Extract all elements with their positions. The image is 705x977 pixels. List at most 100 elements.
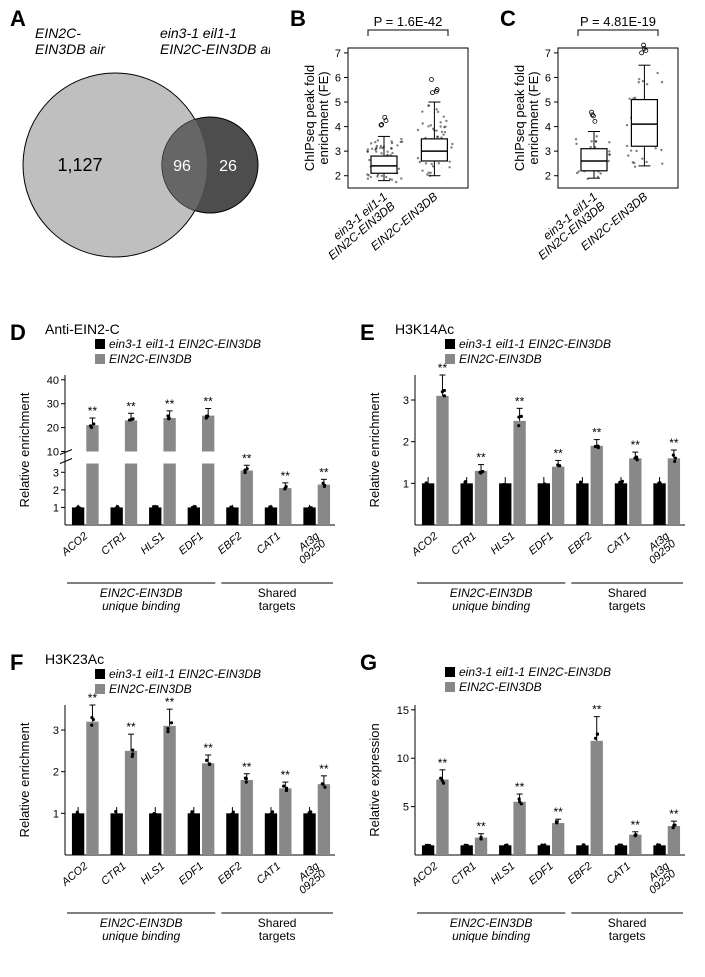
svg-text:**: **	[281, 469, 291, 483]
svg-text:EIN2C-EIN3DB: EIN2C-EIN3DB	[459, 352, 542, 366]
svg-text:EIN2C-EIN3DBunique binding: EIN2C-EIN3DBunique binding	[100, 916, 183, 943]
svg-text:P = 1.6E-42: P = 1.6E-42	[374, 14, 443, 29]
svg-text:HLS1: HLS1	[139, 860, 168, 887]
svg-text:Sharedtargets: Sharedtargets	[258, 586, 297, 613]
svg-text:At3g09250: At3g09250	[290, 860, 328, 897]
svg-text:**: **	[669, 436, 679, 450]
svg-text:EIN2C-EIN3DB: EIN2C-EIN3DB	[109, 682, 192, 696]
svg-text:7: 7	[545, 48, 551, 60]
svg-text:**: **	[126, 399, 136, 413]
svg-text:2: 2	[545, 171, 551, 183]
svg-text:EBF2: EBF2	[216, 530, 245, 557]
barchart-d: Anti-EIN2-Cein3-1 eil1-1 EIN2C-EIN3DBEIN…	[10, 320, 350, 640]
svg-text:CTR1: CTR1	[449, 860, 479, 888]
svg-text:Relative expression: Relative expression	[367, 723, 382, 836]
svg-text:EIN2C-EIN3DB: EIN2C-EIN3DB	[109, 352, 192, 366]
svg-text:EBF2: EBF2	[216, 860, 245, 887]
svg-text:1,127: 1,127	[57, 155, 102, 175]
svg-text:**: **	[669, 807, 679, 821]
svg-text:**: **	[242, 451, 252, 465]
svg-text:3: 3	[335, 146, 341, 158]
svg-text:**: **	[592, 703, 602, 717]
barchart-e: H3K14Acein3-1 eil1-1 EIN2C-EIN3DBEIN2C-E…	[360, 320, 700, 640]
svg-text:EIN2C-EIN3DB air: EIN2C-EIN3DB air	[35, 25, 106, 57]
svg-text:EBF2: EBF2	[566, 530, 595, 557]
svg-text:1: 1	[53, 502, 59, 514]
svg-text:2: 2	[403, 437, 409, 449]
svg-text:10: 10	[47, 447, 59, 459]
svg-text:Sharedtargets: Sharedtargets	[608, 586, 647, 613]
svg-text:H3K23Ac: H3K23Ac	[45, 651, 104, 667]
svg-text:H3K14Ac: H3K14Ac	[395, 321, 454, 337]
svg-text:At3g09250: At3g09250	[290, 530, 328, 567]
svg-text:**: **	[631, 818, 641, 832]
svg-text:**: **	[438, 361, 448, 375]
svg-text:**: **	[515, 780, 525, 794]
svg-text:At3g09250: At3g09250	[640, 530, 678, 567]
svg-text:**: **	[203, 741, 213, 755]
svg-text:Relative enrichment: Relative enrichment	[17, 722, 32, 837]
svg-text:ACO2: ACO2	[59, 860, 90, 889]
svg-text:HLS1: HLS1	[489, 860, 518, 887]
svg-text:**: **	[165, 695, 175, 709]
svg-text:Sharedtargets: Sharedtargets	[258, 916, 297, 943]
svg-text:ACO2: ACO2	[409, 530, 440, 559]
svg-text:CTR1: CTR1	[99, 530, 129, 558]
svg-text:**: **	[319, 762, 329, 776]
svg-text:EIN2C-EIN3DBunique binding: EIN2C-EIN3DBunique binding	[100, 586, 183, 613]
svg-text:ein3-1 eil1-1 EIN2C-EIN3DB: ein3-1 eil1-1 EIN2C-EIN3DB	[459, 665, 611, 679]
svg-text:5: 5	[545, 97, 551, 109]
svg-text:**: **	[631, 438, 641, 452]
svg-text:EBF2: EBF2	[566, 860, 595, 887]
svg-text:5: 5	[403, 802, 409, 814]
boxplot-c: P = 4.81E-19234567ChIPseq peak foldenric…	[500, 10, 700, 310]
svg-text:10: 10	[397, 753, 409, 765]
svg-text:1: 1	[53, 808, 59, 820]
svg-text:**: **	[242, 760, 252, 774]
barchart-f: H3K23Acein3-1 eil1-1 EIN2C-EIN3DBEIN2C-E…	[10, 650, 350, 970]
svg-text:3: 3	[53, 725, 59, 737]
svg-text:CAT1: CAT1	[254, 530, 283, 557]
svg-text:ACO2: ACO2	[59, 530, 90, 559]
svg-text:30: 30	[47, 399, 59, 411]
figure-root: A EIN2C-EIN3DB airein3-1 eil1-1EIN2C-EIN…	[0, 0, 705, 977]
svg-text:**: **	[515, 394, 525, 408]
svg-text:CAT1: CAT1	[254, 860, 283, 887]
svg-text:40: 40	[47, 375, 59, 387]
svg-text:ChIPseq peak foldenrichment (F: ChIPseq peak foldenrichment (FE)	[302, 65, 331, 171]
svg-text:CTR1: CTR1	[99, 860, 129, 888]
svg-text:ein3-1 eil1-1 EIN2C-EIN3DB: ein3-1 eil1-1 EIN2C-EIN3DB	[109, 667, 261, 681]
svg-text:**: **	[88, 404, 98, 418]
barchart-g: ein3-1 eil1-1 EIN2C-EIN3DBEIN2C-EIN3DB 5 1…	[360, 650, 700, 970]
svg-text:EIN2C-EIN3DBunique binding: EIN2C-EIN3DBunique binding	[450, 586, 533, 613]
svg-text:6: 6	[335, 72, 341, 84]
svg-text:3: 3	[403, 395, 409, 407]
svg-text:Anti-EIN2-C: Anti-EIN2-C	[45, 321, 120, 337]
svg-text:EIN2C-EIN3DB: EIN2C-EIN3DB	[459, 680, 542, 694]
svg-text:CAT1: CAT1	[604, 860, 633, 887]
svg-text:ChIPseq peak foldenrichment (F: ChIPseq peak foldenrichment (FE)	[512, 65, 541, 171]
svg-text:ACO2: ACO2	[409, 860, 440, 889]
svg-text:P = 4.81E-19: P = 4.81E-19	[580, 14, 656, 29]
svg-text:ein3-1 eil1-1 EIN2C-EIN3DB: ein3-1 eil1-1 EIN2C-EIN3DB	[109, 337, 261, 351]
svg-text:**: **	[476, 451, 486, 465]
svg-text:ein3-1 eil1-1 EIN2C-EIN3DB: ein3-1 eil1-1 EIN2C-EIN3DB	[459, 337, 611, 351]
svg-text:1: 1	[403, 478, 409, 490]
venn-diagram: EIN2C-EIN3DB air ein3-1 eil1-1EIN2C-EIN3D…	[10, 10, 270, 270]
svg-text:2: 2	[335, 171, 341, 183]
svg-text:HLS1: HLS1	[139, 530, 168, 557]
svg-text:26: 26	[219, 158, 237, 175]
svg-text:**: **	[165, 397, 175, 411]
svg-text:ein3-1 eil1-1EIN2C-EIN3DB air: ein3-1 eil1-1EIN2C-EIN3DB air	[160, 25, 270, 57]
svg-text:**: **	[553, 446, 563, 460]
svg-text:**: **	[438, 756, 448, 770]
svg-text:ein3-1 eil1-1EIN2C-EIN3DB: ein3-1 eil1-1EIN2C-EIN3DB	[318, 190, 398, 263]
svg-text:Sharedtargets: Sharedtargets	[608, 916, 647, 943]
svg-text:EDF1: EDF1	[177, 530, 206, 557]
svg-text:6: 6	[545, 72, 551, 84]
svg-text:7: 7	[335, 48, 341, 60]
svg-text:96: 96	[173, 158, 191, 175]
svg-text:5: 5	[335, 97, 341, 109]
svg-text:CAT1: CAT1	[604, 530, 633, 557]
svg-text:15: 15	[397, 705, 409, 717]
